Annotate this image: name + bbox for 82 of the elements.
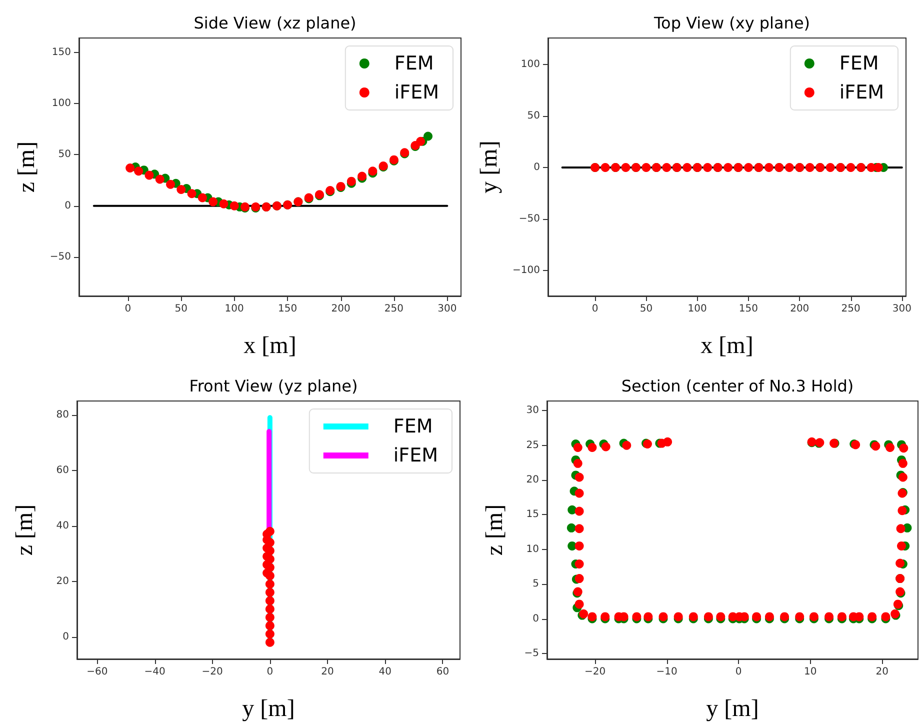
y-tick-label: 25	[526, 440, 539, 451]
legend-label: FEM	[394, 52, 434, 74]
x-tick-label: 300	[892, 304, 912, 314]
y-tick-label: 40	[56, 520, 69, 532]
chart-title: Top View (xy plane)	[652, 14, 810, 32]
x-axis-title: y [m]	[242, 696, 295, 722]
y-axis-title: z [m]	[482, 504, 508, 556]
x-tick-label: 60	[436, 666, 450, 678]
x-tick-label: 250	[841, 304, 860, 314]
point	[155, 174, 164, 184]
point	[424, 132, 433, 141]
x-tick-label: 20	[876, 666, 888, 678]
legend-label: iFEM	[393, 444, 438, 466]
point	[144, 170, 154, 180]
x-tick-label: 0	[124, 304, 132, 314]
point	[230, 201, 239, 210]
chart-title: Section (center of No.3 Hold)	[621, 376, 854, 396]
y-tick-label: 20	[526, 474, 539, 486]
point	[126, 164, 135, 173]
point	[568, 505, 577, 514]
y-tick-label: −50	[50, 252, 71, 263]
x-tick-label: 0	[735, 666, 742, 678]
x-tick-label: −20	[202, 666, 223, 678]
x-tick-label: 0	[266, 666, 274, 678]
y-tick-label: 5	[532, 578, 539, 590]
y-tick-label: 20	[56, 576, 69, 587]
y-axis-title: z [m]	[12, 504, 38, 556]
x-tick-label: −10	[656, 666, 678, 678]
x-tick-label: −60	[86, 666, 108, 678]
x-axis-title: y [m]	[706, 696, 759, 722]
x-tick-label: 200	[790, 304, 810, 314]
y-tick-label: 0	[532, 613, 539, 624]
y-tick-label: 100	[52, 98, 71, 110]
y-tick-label: 80	[56, 409, 69, 420]
x-tick-label: 100	[224, 304, 244, 314]
x-tick-label: 300	[438, 304, 457, 314]
point	[568, 541, 577, 550]
y-axis-title: z [m]	[14, 141, 40, 193]
point	[176, 185, 186, 194]
x-tick-label: 50	[640, 304, 653, 314]
legend-label: FEM	[839, 52, 879, 74]
legend-label: iFEM	[394, 82, 440, 104]
x-tick-label: 100	[688, 304, 707, 314]
chart-title: Front View (yz plane)	[189, 376, 358, 396]
point	[198, 193, 207, 202]
x-tick-label: 150	[738, 304, 758, 314]
legend-label: FEM	[393, 416, 433, 438]
point	[208, 197, 218, 206]
y-tick-label: 50	[527, 110, 540, 122]
point	[187, 189, 196, 198]
y-tick-label: 100	[520, 59, 540, 70]
y-tick-label: 10	[526, 544, 539, 555]
y-tick-label: 150	[52, 46, 71, 58]
x-tick-label: 200	[331, 304, 350, 314]
y-tick-label: −100	[512, 264, 540, 276]
y-tick-label: −5	[524, 648, 539, 659]
y-axis-title: y [m]	[476, 140, 503, 194]
point	[219, 199, 228, 208]
x-axis-title: x [m]	[244, 333, 296, 359]
x-tick-label: 250	[384, 304, 404, 314]
x-tick-label: 0	[592, 304, 598, 314]
y-tick-label: 60	[56, 464, 69, 476]
x-tick-label: −40	[144, 666, 166, 678]
y-tick-label: 0	[62, 631, 69, 642]
chart-title: Side View (xz plane)	[194, 14, 356, 32]
point	[566, 523, 576, 532]
point	[166, 180, 176, 189]
y-tick-label: 0	[534, 162, 540, 174]
x-tick-label: −20	[584, 666, 606, 678]
x-tick-label: 20	[321, 666, 334, 678]
y-tick-label: 50	[58, 149, 71, 160]
x-tick-label: 40	[378, 666, 392, 678]
legend-label: iFEM	[839, 82, 884, 104]
y-tick-label: 15	[526, 509, 539, 520]
y-tick-label: 30	[526, 405, 539, 416]
y-tick-label: −50	[518, 213, 540, 224]
x-tick-label: 50	[174, 304, 188, 314]
point	[134, 166, 144, 176]
x-tick-label: 10	[804, 666, 817, 678]
x-axis-title: x [m]	[700, 333, 754, 359]
x-tick-label: 150	[278, 304, 298, 314]
y-tick-label: 0	[64, 200, 71, 212]
